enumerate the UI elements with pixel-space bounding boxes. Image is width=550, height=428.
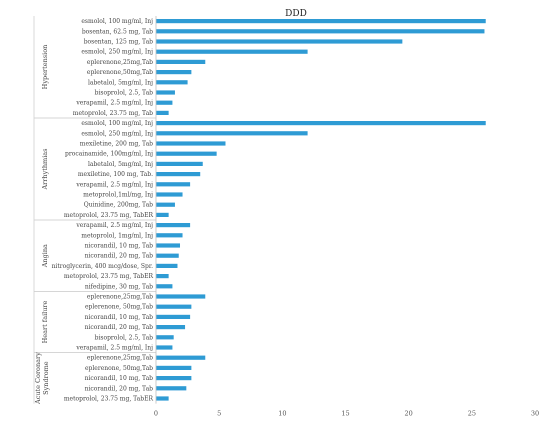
category-label: Quinidine, 200mg, Tab xyxy=(84,202,153,209)
category-label: mexiletine, 200 mg, Tab xyxy=(80,141,153,148)
bar xyxy=(156,355,206,360)
group-label: Heart failure xyxy=(41,300,49,343)
category-label: esmolol, 100 mg/ml, Inj xyxy=(81,18,153,25)
category-label: labetalol, 5mg/ml, Inj xyxy=(88,161,153,168)
category-label: nicorandil, 10 mg, Tab xyxy=(85,314,154,321)
category-label: metoprolol,1ml/mg, Inj xyxy=(83,192,153,199)
bar xyxy=(156,274,169,279)
category-label: verapamil, 2.5 mg/ml, Inj xyxy=(75,100,153,107)
bar xyxy=(156,253,179,258)
x-tick-label: 30 xyxy=(531,410,539,418)
bar xyxy=(156,212,169,217)
bar xyxy=(156,223,191,228)
category-label: bosentan, 62.5 mg, Tab xyxy=(82,28,153,35)
bar xyxy=(156,396,169,401)
category-label: eplerenone,25mg,Tab xyxy=(87,355,153,362)
bar xyxy=(156,59,206,64)
bar xyxy=(156,182,191,187)
bar xyxy=(156,304,192,309)
bar xyxy=(156,365,192,370)
category-label: bosentan, 125 mg, Tab xyxy=(84,39,153,46)
bar xyxy=(156,39,403,44)
group-label: Arrhythmias xyxy=(41,148,49,190)
category-label: eplerenone,25mg,Tab xyxy=(87,294,153,301)
bar xyxy=(156,263,178,268)
x-tick-label: 15 xyxy=(341,410,349,418)
group-label: Acute CoronarySyndrome xyxy=(34,352,50,405)
x-tick-label: 5 xyxy=(217,410,221,418)
x-tick-label: 0 xyxy=(154,410,158,418)
category-label: metoprolol, 23.75 mg, Tab xyxy=(73,110,153,117)
category-label: bisoprolol, 2.5, Tab xyxy=(95,90,154,97)
category-label: nicorandil, 20 mg, Tab xyxy=(85,324,154,331)
category-label: esmolol, 100 mg/ml, Inj xyxy=(81,120,153,127)
bar xyxy=(156,202,175,207)
category-label: labetalol, 5mg/ml, Inj xyxy=(88,79,153,86)
bar xyxy=(156,325,186,330)
category-label: metoprolol, 23.75 mg, TabER xyxy=(64,212,154,219)
category-label: nicorandil, 10 mg, Tab xyxy=(85,243,154,250)
bar xyxy=(156,49,308,54)
category-label: procainamide, 100mg/ml, Inj xyxy=(65,151,153,158)
category-label: nicorandil, 10 mg, Tab xyxy=(85,375,154,382)
x-tick-label: 20 xyxy=(405,410,413,418)
bar xyxy=(156,80,188,85)
bar xyxy=(156,233,183,238)
chart-title: DDD xyxy=(285,9,307,19)
bar xyxy=(156,131,308,136)
category-label: eplerenone,50mg,Tab xyxy=(87,69,153,76)
category-label: nicorandil, 20 mg, Tab xyxy=(85,253,154,260)
bar xyxy=(156,376,192,381)
category-label: verapamil, 2.5 mg/ml, Inj xyxy=(75,345,153,352)
bar xyxy=(156,335,174,340)
bar xyxy=(156,243,181,248)
category-label: nifedipine, 30 mg, Tab xyxy=(85,283,153,290)
bar xyxy=(156,110,169,115)
category-label: eplerenone, 50mg,Tab xyxy=(85,365,153,372)
bar xyxy=(156,29,485,34)
category-label: nicorandil, 20 mg, Tab xyxy=(85,385,154,392)
bar xyxy=(156,314,191,319)
bar xyxy=(156,121,486,126)
category-label: metoprolol, 23.75 mg, TabER xyxy=(64,396,154,403)
category-label: mexiletine, 100 mg, Tab. xyxy=(78,171,153,178)
bar xyxy=(156,141,226,146)
category-label: metoprolol, 23.75 mg, TabER xyxy=(64,273,154,280)
bar xyxy=(156,100,173,105)
category-label: metoprolol, 1mg/ml, Inj xyxy=(81,232,153,239)
bar xyxy=(156,90,175,95)
bar xyxy=(156,294,206,299)
bar xyxy=(156,192,183,197)
category-label: esmolol, 250 mg/ml, Inj xyxy=(81,49,153,56)
x-tick-label: 25 xyxy=(468,410,476,418)
category-label: verapamil, 2.5 mg/ml, Inj xyxy=(75,222,153,229)
bar xyxy=(156,151,217,156)
bar xyxy=(156,172,201,177)
category-label: eplerenone,25mg,Tab xyxy=(87,59,153,66)
category-label: nitroglycerin, 400 mcg/dose, Spr. xyxy=(52,263,154,270)
bar xyxy=(156,70,192,75)
category-label: esmolol, 250 mg/ml, Inj xyxy=(81,130,153,137)
category-label: bisoprolol, 2.5, Tab xyxy=(95,334,154,341)
group-label: Angina xyxy=(41,244,49,268)
x-tick-label: 10 xyxy=(278,410,286,418)
category-label: verapamil, 2.5 mg/ml, Inj xyxy=(75,181,153,188)
bar xyxy=(156,161,203,166)
bar xyxy=(156,284,173,289)
bar xyxy=(156,345,173,350)
category-label: eplerenone, 50mg,Tab xyxy=(85,304,153,311)
bar xyxy=(156,19,486,24)
group-label: Hypertension xyxy=(41,45,49,90)
bar xyxy=(156,386,187,391)
